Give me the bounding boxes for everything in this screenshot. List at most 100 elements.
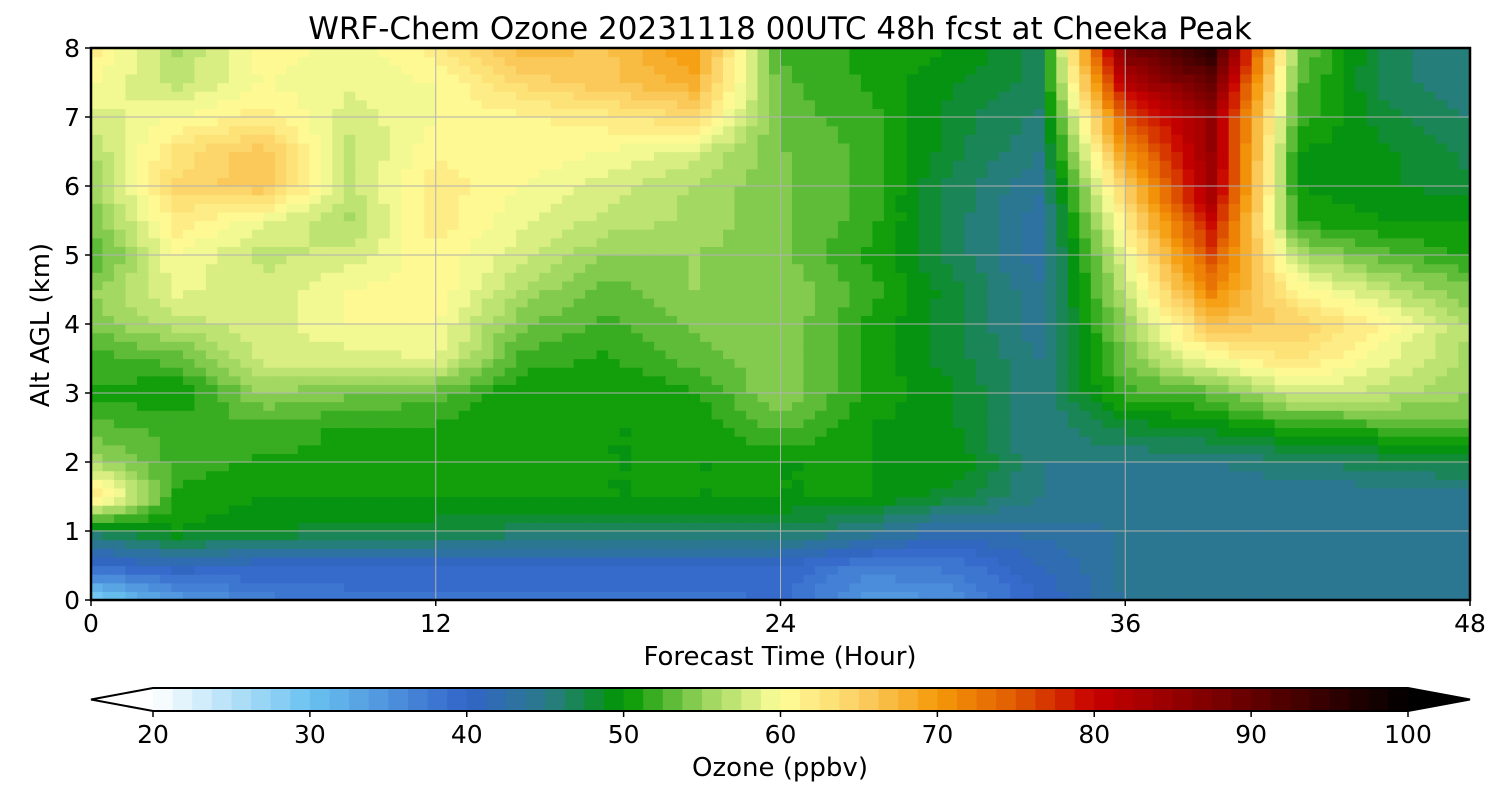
- heatmap-cell: [1159, 556, 1172, 567]
- heatmap-cell: [217, 246, 230, 256]
- heatmap-cell: [539, 349, 552, 360]
- heatmap-cell: [217, 384, 230, 394]
- heatmap-cell: [527, 505, 540, 515]
- heatmap-cell: [906, 246, 919, 256]
- heatmap-cell: [964, 237, 977, 247]
- heatmap-cell: [274, 556, 287, 567]
- heatmap-cell: [481, 410, 494, 420]
- heatmap-cell: [458, 427, 471, 437]
- heatmap-cell: [297, 505, 310, 515]
- heatmap-cell: [608, 349, 621, 360]
- heatmap-cell: [527, 289, 540, 299]
- heatmap-cell: [665, 349, 678, 360]
- heatmap-cell: [539, 306, 552, 316]
- heatmap-cell: [1033, 539, 1046, 549]
- heatmap-cell: [711, 548, 724, 558]
- heatmap-cell: [1355, 531, 1368, 541]
- heatmap-cell: [1343, 539, 1356, 549]
- heatmap-cell: [952, 591, 965, 601]
- heatmap-cell: [677, 306, 690, 316]
- heatmap-cell: [883, 410, 897, 420]
- heatmap-cell: [1021, 306, 1034, 316]
- heatmap-cell: [309, 513, 322, 523]
- heatmap-cell: [1079, 453, 1092, 463]
- heatmap-cell: [251, 444, 264, 454]
- heatmap-cell: [504, 418, 517, 429]
- heatmap-cell: [734, 315, 747, 325]
- heatmap-cell: [263, 358, 276, 368]
- heatmap-cell: [1021, 375, 1034, 385]
- heatmap-cell: [803, 410, 816, 420]
- heatmap-cell: [1217, 255, 1230, 265]
- heatmap-cell: [1113, 324, 1126, 334]
- heatmap-cell: [1378, 341, 1391, 351]
- heatmap-cell: [1343, 444, 1356, 454]
- heatmap-cell: [654, 280, 667, 291]
- heatmap-cell: [631, 582, 644, 592]
- heatmap-cell: [1320, 479, 1333, 489]
- heatmap-cell: [1343, 315, 1356, 325]
- heatmap-cell: [1332, 349, 1345, 360]
- heatmap-cell: [619, 522, 632, 532]
- heatmap-cell: [1079, 522, 1092, 532]
- heatmap-cell: [596, 384, 609, 394]
- heatmap-cell: [1343, 479, 1356, 489]
- heatmap-cell: [355, 358, 368, 368]
- heatmap-cell: [665, 548, 678, 558]
- heatmap-cell: [883, 531, 897, 541]
- heatmap-cell: [274, 436, 287, 446]
- heatmap-cell: [516, 280, 529, 291]
- heatmap-cell: [424, 237, 437, 247]
- heatmap-cell: [320, 505, 333, 515]
- heatmap-cell: [1228, 444, 1241, 454]
- heatmap-cell: [263, 479, 276, 489]
- heatmap-cell: [320, 375, 333, 385]
- heatmap-cell: [1228, 246, 1241, 256]
- heatmap-cell: [769, 479, 782, 489]
- heatmap-cell: [826, 444, 839, 454]
- heatmap-cell: [723, 384, 736, 394]
- heatmap-cell: [1366, 418, 1379, 429]
- heatmap-cell: [952, 384, 965, 394]
- heatmap-cell: [412, 427, 425, 437]
- heatmap-cell: [1079, 462, 1092, 472]
- heatmap-cell: [309, 237, 322, 247]
- heatmap-cell: [1435, 444, 1448, 454]
- heatmap-cell: [470, 453, 483, 463]
- heatmap-cell: [240, 591, 253, 601]
- heatmap-cell: [895, 306, 908, 316]
- heatmap-cell: [1182, 289, 1195, 299]
- heatmap-cell: [355, 237, 368, 247]
- heatmap-cell: [1010, 427, 1023, 437]
- heatmap-cell: [1240, 341, 1253, 351]
- heatmap-cell: [1424, 591, 1437, 601]
- heatmap-cell: [309, 582, 322, 592]
- heatmap-cell: [527, 375, 540, 385]
- heatmap-cell: [1171, 315, 1184, 325]
- heatmap-cell: [631, 401, 644, 411]
- heatmap-cell: [1366, 565, 1379, 575]
- heatmap-cell: [113, 315, 127, 325]
- heatmap-cell: [654, 453, 667, 463]
- heatmap-cell: [378, 470, 391, 480]
- heatmap-cell: [803, 522, 816, 532]
- heatmap-cell: [918, 255, 931, 265]
- heatmap-cell: [906, 531, 919, 541]
- heatmap-cell: [1286, 375, 1299, 385]
- heatmap-cell: [596, 462, 609, 472]
- heatmap-cell: [1113, 358, 1126, 368]
- heatmap-cell: [182, 324, 196, 334]
- heatmap-cell: [251, 496, 264, 506]
- heatmap-cell: [309, 496, 322, 506]
- heatmap-cell: [412, 315, 425, 325]
- heatmap-cell: [1217, 462, 1230, 472]
- heatmap-cell: [493, 470, 506, 480]
- heatmap-cell: [573, 531, 586, 541]
- heatmap-cell: [1401, 548, 1414, 558]
- heatmap-cell: [493, 324, 506, 334]
- heatmap-cell: [642, 349, 655, 360]
- heatmap-cell: [860, 393, 874, 403]
- heatmap-cell: [596, 246, 609, 256]
- heatmap-cell: [1217, 410, 1230, 420]
- heatmap-cell: [929, 289, 942, 299]
